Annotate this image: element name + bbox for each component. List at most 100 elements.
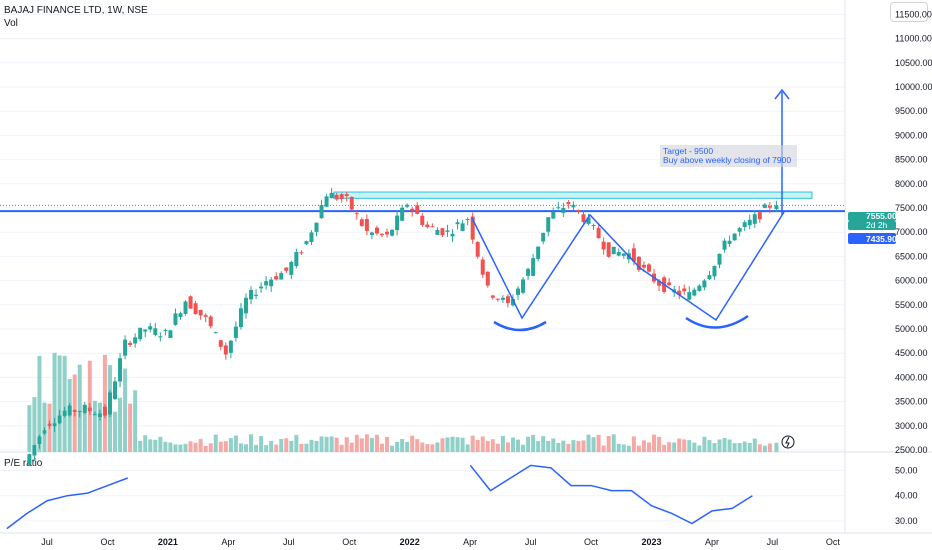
volume-bar xyxy=(243,444,248,452)
countdown-badge xyxy=(848,221,896,230)
volume-bar xyxy=(259,436,264,452)
volume-bar xyxy=(113,411,118,452)
price-tick-label: 10500.00 xyxy=(895,58,932,68)
volume-bar xyxy=(92,400,97,452)
candle-body xyxy=(163,329,168,331)
candle-body xyxy=(52,423,57,427)
volume-bar xyxy=(379,443,384,452)
candle-body xyxy=(601,241,606,250)
volume-bar xyxy=(752,438,757,452)
candle-body xyxy=(299,252,304,254)
volume-bar xyxy=(213,434,218,452)
volume-bar xyxy=(168,442,173,452)
volume-bar xyxy=(667,442,672,452)
volume-bar xyxy=(349,442,354,452)
pe-line-segment xyxy=(469,464,753,525)
candle-body xyxy=(490,295,495,298)
pe-ratio-pane xyxy=(0,464,932,534)
candle-body xyxy=(269,279,274,287)
candle-body xyxy=(238,308,243,328)
candle-body xyxy=(495,298,500,300)
volume-bar xyxy=(233,435,238,452)
volume-bar xyxy=(309,439,314,452)
volume-bar xyxy=(223,441,228,452)
volume-bar xyxy=(732,443,737,452)
volume-bar xyxy=(324,436,329,452)
volume-bar xyxy=(334,437,339,452)
candle-body xyxy=(521,279,526,293)
volume-bar xyxy=(82,405,87,452)
candle-body xyxy=(289,261,294,275)
volume-bar xyxy=(27,405,32,452)
candle-body xyxy=(148,326,153,330)
price-tick-label: 3000.00 xyxy=(895,421,928,431)
price-tick-label: 7000.00 xyxy=(895,227,928,237)
candle-body xyxy=(576,209,581,212)
candle-body xyxy=(571,204,576,208)
volume-bar xyxy=(626,445,631,452)
resistance-zone xyxy=(333,191,813,199)
volume-bar xyxy=(774,442,779,452)
price-tick-label: 4000.00 xyxy=(895,372,928,382)
bottom-arc-1 xyxy=(493,320,547,332)
countdown-label: 2d 2h xyxy=(866,220,888,230)
candle-body xyxy=(641,264,646,268)
candle-body xyxy=(767,206,772,208)
candle-body xyxy=(556,207,561,209)
candle-body xyxy=(445,230,450,232)
volume-bar xyxy=(566,443,571,452)
candle-body xyxy=(198,309,203,316)
volume-bar xyxy=(611,434,616,452)
target-arrow-head xyxy=(774,88,790,100)
pe-tick-label: 30.00 xyxy=(895,516,918,526)
volume-bar xyxy=(52,352,57,452)
candle-body xyxy=(470,216,475,240)
price-tick-label: 6000.00 xyxy=(895,276,928,286)
candle-body xyxy=(621,253,626,256)
volume-bar xyxy=(526,436,531,452)
volume-bar xyxy=(657,436,662,452)
candle-body xyxy=(294,252,299,267)
toolbar-button[interactable] xyxy=(890,2,928,22)
candle-body xyxy=(143,329,148,332)
volume-bar xyxy=(621,444,626,452)
candle-body xyxy=(102,406,107,416)
candle-body xyxy=(113,381,118,400)
volume-bar xyxy=(556,442,561,452)
candle-body xyxy=(379,233,384,236)
volume-bar xyxy=(128,403,133,452)
line-price-label: 7435.90 xyxy=(866,234,897,244)
price-tick-label: 11500.00 xyxy=(895,9,932,19)
candle-body xyxy=(374,227,379,234)
volume-bar xyxy=(480,436,485,452)
volume-bar xyxy=(118,397,123,452)
candle-body xyxy=(274,276,279,280)
symbol-title[interactable]: BAJAJ FINANCE LTD, 1W, NSE xyxy=(4,5,148,16)
candle-body xyxy=(334,194,339,200)
candle-body xyxy=(536,246,541,259)
time-tick-label: Apr xyxy=(463,537,477,547)
volume-bar xyxy=(410,435,415,452)
candle-body xyxy=(606,242,611,257)
volume-bar xyxy=(198,438,203,452)
time-tick-label: Oct xyxy=(584,537,599,547)
candle-body xyxy=(531,258,536,276)
volume-bar xyxy=(722,437,727,452)
volume-bar xyxy=(390,445,395,452)
volume-bar xyxy=(551,438,556,452)
volume-bar xyxy=(420,442,425,452)
candle-body xyxy=(455,222,460,225)
candle-body xyxy=(339,194,344,200)
volume-bar xyxy=(228,438,233,452)
pattern-line xyxy=(471,211,785,322)
price-tick-label: 8000.00 xyxy=(895,179,928,189)
candle-body xyxy=(435,229,440,235)
candle-body xyxy=(57,415,62,424)
candle-body xyxy=(324,196,329,207)
candle-body xyxy=(586,217,591,224)
volume-bar xyxy=(500,435,505,452)
time-tick-label: Oct xyxy=(342,537,357,547)
candle-body xyxy=(505,296,510,303)
volume-bar xyxy=(541,436,546,452)
